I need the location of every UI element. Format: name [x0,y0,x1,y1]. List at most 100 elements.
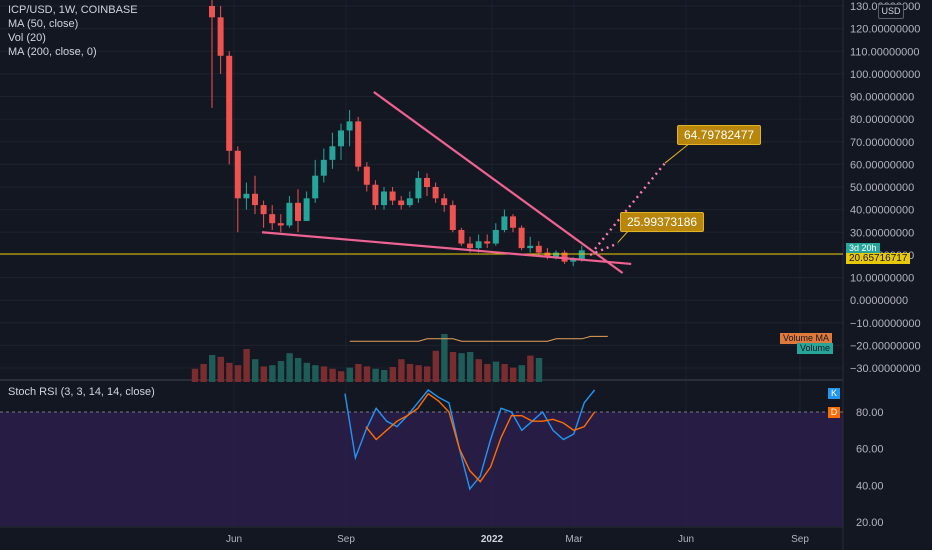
stoch-k-tag: K [828,388,840,399]
trendline [261,231,632,266]
candle-body [424,177,430,187]
indicator-ma200[interactable]: MA (200, close, 0) [8,46,97,58]
candle-body [544,252,551,258]
volume-bar [475,359,482,382]
candle-body [535,245,542,253]
candle-body [295,202,301,221]
candle-body [209,6,215,18]
volume-bar [226,362,233,382]
price-label: 0.00000000 [850,295,908,307]
price-label: 110.00000000 [850,46,920,58]
time-label-sep: Sep [337,534,355,545]
stoch-label: 60.00 [856,444,884,456]
candle-body [492,229,499,244]
candle-body [406,198,413,206]
price-label: 10.00000000 [850,273,914,285]
volume-ma-line [349,335,608,342]
candle-body [578,250,585,260]
price-label: 60.00000000 [850,159,914,171]
candle-body [484,241,491,244]
candle-body [449,205,456,230]
candles [209,0,585,267]
volume-bar [234,365,242,382]
volume-bar [200,364,207,382]
stoch-rsi-legend[interactable]: Stoch RSI (3, 3, 14, 14, close) [8,386,155,398]
volume-bar [458,353,465,382]
stoch-d-tag: D [828,407,840,418]
volume-bar [329,368,336,382]
volume-bar [467,352,474,382]
symbol-title[interactable]: ICP/USD, 1W, COINBASE [8,4,138,16]
candle-body [381,191,387,206]
candle-body [260,205,267,215]
volume-bar [346,367,353,382]
candle-body [329,146,336,160]
volume-bar [338,371,345,382]
price-label: −20.00000000 [850,340,921,352]
candle-body [415,177,422,199]
currency-button[interactable]: USD [878,4,904,19]
candle-body [234,150,241,199]
candle-body [441,198,448,206]
projection-path [589,142,691,256]
time-label-jun: Jun [225,534,243,545]
candle-body [338,130,344,147]
candle-body [458,229,465,244]
time-label-sep-2: Sep [791,534,809,545]
volume-bar [252,359,259,382]
target-callout-1[interactable]: 25.99373186 [620,212,705,232]
volume-bar [320,366,328,382]
trendline [373,91,624,274]
projection-dots [589,242,619,256]
volume-bar [191,368,199,382]
price-label: 80.00000000 [850,114,914,126]
volume-bar [209,355,216,382]
volume-bar [277,361,285,382]
stoch-k-line [344,389,596,491]
candle-body [346,121,353,131]
grid-lines [0,0,843,527]
price-axis-labels[interactable]: 130.00000000120.00000000110.00000000100.… [850,1,921,375]
volume-bar [381,370,388,382]
price-label: 50.00000000 [850,182,914,194]
trendlines[interactable] [261,91,632,274]
price-label: 120.00000000 [850,24,920,36]
candle-body [269,214,276,224]
volume-bar [527,355,534,382]
volume-bar [217,356,224,382]
price-label: 30.00000000 [850,227,914,239]
callout-pointer [664,142,691,164]
candle-body [398,200,405,206]
indicator-volume[interactable]: Vol (20) [8,32,46,44]
volume-bar [449,352,457,382]
volume-bar [518,365,525,382]
volume-bar [510,367,517,382]
volume-bar [415,365,422,382]
stoch-label: 80.00 [856,407,884,419]
stoch-label: 20.00 [856,517,884,529]
candle-body [363,166,370,185]
stoch-d-line [365,392,596,483]
volume-ma-tag: Volume MA [780,333,833,344]
volume-bar [295,358,302,382]
stoch-band [0,412,843,526]
candle-body [553,252,559,258]
candle-body [303,198,310,221]
volume-bar [492,361,500,382]
volume-bar [398,359,405,382]
volume-bar [501,364,508,382]
volume-bar [363,366,371,382]
indicator-ma50[interactable]: MA (50, close) [8,18,79,30]
candle-body [243,193,250,199]
candle-body [320,159,327,176]
candle-body [312,175,319,199]
countdown-tag: 3d 20h [846,243,880,254]
price-label: −30.00000000 [850,363,921,375]
candle-body [518,227,525,249]
volume-bar [372,368,379,382]
volume-bar [389,367,396,382]
target-callout-2[interactable]: 64.79782477 [677,125,762,145]
candle-body [217,17,224,56]
candle-body [252,193,258,206]
